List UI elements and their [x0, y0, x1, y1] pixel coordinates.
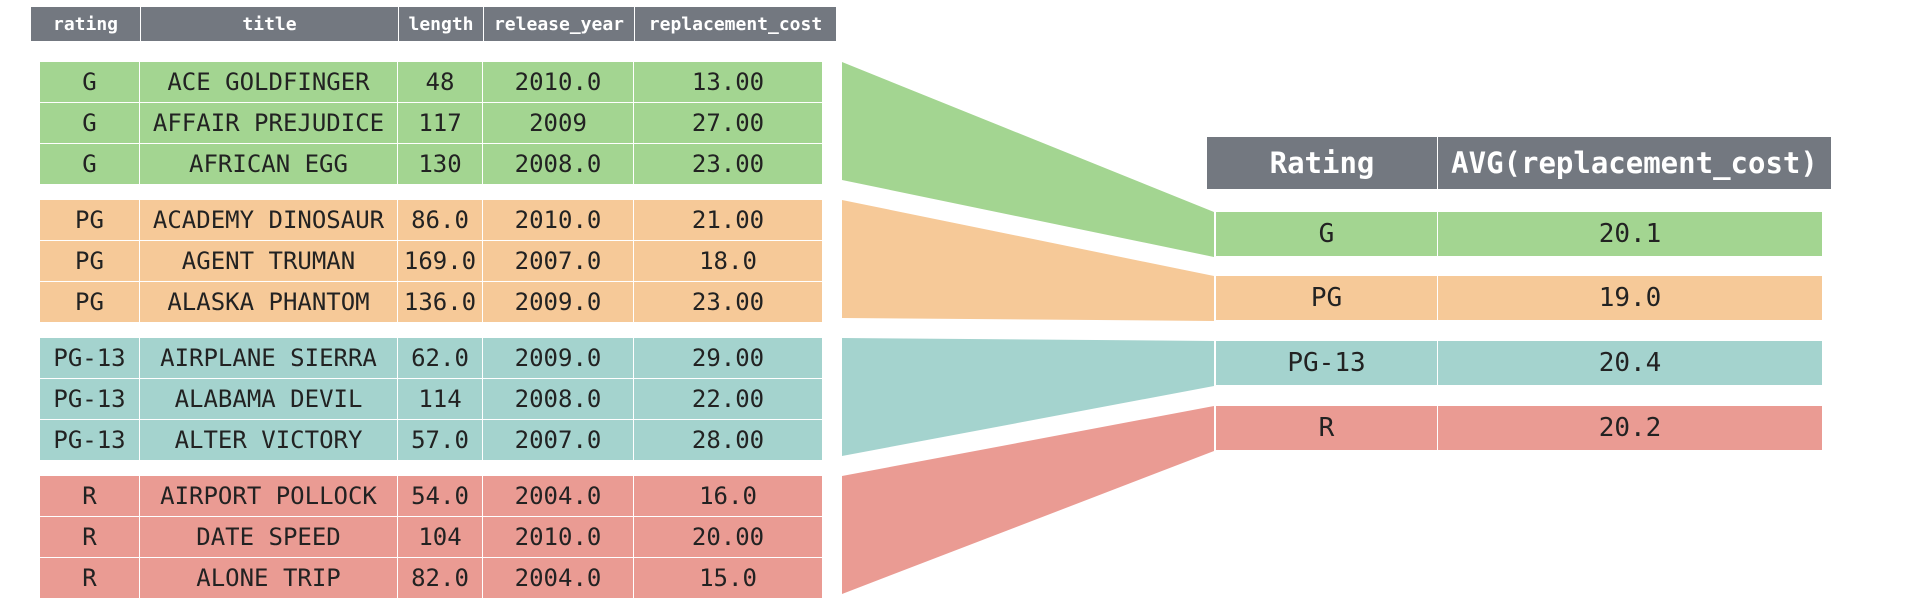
cell-rating: G — [40, 62, 140, 103]
table-row: PG-13 ALABAMA DEVIL 114 2008.0 22.00 — [40, 379, 822, 420]
cell-rating: R — [40, 517, 140, 558]
cell-release-year: 2007.0 — [483, 241, 634, 282]
cell-replacement-cost: 28.00 — [634, 420, 822, 461]
cell-release-year: 2008.0 — [483, 379, 634, 420]
table-row: PG-13 ALTER VICTORY 57.0 2007.0 28.00 — [40, 420, 822, 461]
result-row: G 20.1 — [1216, 212, 1822, 256]
cell-release-year: 2004.0 — [483, 558, 634, 599]
cell-release-year: 2004.0 — [483, 476, 634, 517]
cell-title: AIRPORT POLLOCK — [140, 476, 398, 517]
cell-length: 82.0 — [398, 558, 483, 599]
cell-release-year: 2008.0 — [483, 144, 634, 185]
result-cell-avg: 20.2 — [1438, 406, 1822, 450]
table-row: R DATE SPEED 104 2010.0 20.00 — [40, 517, 822, 558]
cell-length: 54.0 — [398, 476, 483, 517]
cell-rating: R — [40, 476, 140, 517]
result-cell-rating: PG — [1216, 276, 1438, 320]
result-cell-avg: 20.4 — [1438, 341, 1822, 385]
cell-title: ACADEMY DINOSAUR — [140, 200, 398, 241]
cell-rating: PG-13 — [40, 338, 140, 379]
result-cell-rating: PG-13 — [1216, 341, 1438, 385]
cell-title: AGENT TRUMAN — [140, 241, 398, 282]
cell-title: ALABAMA DEVIL — [140, 379, 398, 420]
result-row: PG-13 20.4 — [1216, 341, 1822, 385]
cell-replacement-cost: 13.00 — [634, 62, 822, 103]
cell-rating: G — [40, 103, 140, 144]
cell-rating: R — [40, 558, 140, 599]
result-header-avg: AVG(replacement_cost) — [1451, 146, 1818, 180]
cell-release-year: 2010.0 — [483, 200, 634, 241]
table-row: R AIRPORT POLLOCK 54.0 2004.0 16.0 — [40, 476, 822, 517]
cell-replacement-cost: 29.00 — [634, 338, 822, 379]
cell-replacement-cost: 21.00 — [634, 200, 822, 241]
cell-replacement-cost: 23.00 — [634, 144, 822, 185]
cell-rating: PG — [40, 241, 140, 282]
table-row: G AFFAIR PREJUDICE 117 2009 27.00 — [40, 103, 822, 144]
cell-release-year: 2009.0 — [483, 282, 634, 323]
table-row: R ALONE TRIP 82.0 2004.0 15.0 — [40, 558, 822, 599]
funnel-g — [842, 62, 1214, 257]
cell-rating: PG — [40, 282, 140, 323]
table-row: PG AGENT TRUMAN 169.0 2007.0 18.0 — [40, 241, 822, 282]
result-header-rating: Rating — [1207, 137, 1438, 189]
cell-title: AFRICAN EGG — [140, 144, 398, 185]
funnel-r — [842, 406, 1214, 594]
cell-title: ACE GOLDFINGER — [140, 62, 398, 103]
result-cell-avg: 20.1 — [1438, 212, 1822, 256]
cell-length: 57.0 — [398, 420, 483, 461]
cell-release-year: 2010.0 — [483, 62, 634, 103]
cell-release-year: 2007.0 — [483, 420, 634, 461]
cell-length: 169.0 — [398, 241, 483, 282]
result-cell-rating: R — [1216, 406, 1438, 450]
table-row: PG ALASKA PHANTOM 136.0 2009.0 23.00 — [40, 282, 822, 323]
cell-title: ALTER VICTORY — [140, 420, 398, 461]
cell-rating: PG-13 — [40, 420, 140, 461]
cell-length: 114 — [398, 379, 483, 420]
result-table-header: Rating AVG(replacement_cost) — [1207, 137, 1831, 189]
cell-replacement-cost: 23.00 — [634, 282, 822, 323]
cell-replacement-cost: 27.00 — [634, 103, 822, 144]
result-cell-rating: G — [1216, 212, 1438, 256]
cell-length: 48 — [398, 62, 483, 103]
funnel-pg13 — [842, 338, 1214, 456]
cell-rating: PG-13 — [40, 379, 140, 420]
cell-length: 104 — [398, 517, 483, 558]
funnel-pg — [842, 200, 1214, 321]
cell-length: 86.0 — [398, 200, 483, 241]
table-row: G AFRICAN EGG 130 2008.0 23.00 — [40, 144, 822, 185]
column-header-rating: rating — [31, 7, 141, 41]
cell-replacement-cost: 22.00 — [634, 379, 822, 420]
cell-rating: PG — [40, 200, 140, 241]
result-cell-avg: 19.0 — [1438, 276, 1822, 320]
cell-replacement-cost: 15.0 — [634, 558, 822, 599]
table-row: PG-13 AIRPLANE SIERRA 62.0 2009.0 29.00 — [40, 338, 822, 379]
cell-title: ALONE TRIP — [140, 558, 398, 599]
cell-title: AIRPLANE SIERRA — [140, 338, 398, 379]
cell-title: ALASKA PHANTOM — [140, 282, 398, 323]
column-header-length: length — [399, 7, 484, 41]
column-header-replacement-cost: replacement_cost — [635, 7, 836, 41]
column-header-title: title — [141, 7, 399, 41]
cell-length: 130 — [398, 144, 483, 185]
cell-replacement-cost: 20.00 — [634, 517, 822, 558]
cell-length: 136.0 — [398, 282, 483, 323]
cell-release-year: 2009.0 — [483, 338, 634, 379]
cell-replacement-cost: 16.0 — [634, 476, 822, 517]
cell-rating: G — [40, 144, 140, 185]
cell-release-year: 2009 — [483, 103, 634, 144]
cell-release-year: 2010.0 — [483, 517, 634, 558]
column-header-release-year: release_year — [484, 7, 635, 41]
result-row: R 20.2 — [1216, 406, 1822, 450]
table-row: G ACE GOLDFINGER 48 2010.0 13.00 — [40, 62, 822, 103]
cell-title: DATE SPEED — [140, 517, 398, 558]
cell-length: 117 — [398, 103, 483, 144]
cell-replacement-cost: 18.0 — [634, 241, 822, 282]
result-row: PG 19.0 — [1216, 276, 1822, 320]
cell-title: AFFAIR PREJUDICE — [140, 103, 398, 144]
cell-length: 62.0 — [398, 338, 483, 379]
table-row: PG ACADEMY DINOSAUR 86.0 2010.0 21.00 — [40, 200, 822, 241]
